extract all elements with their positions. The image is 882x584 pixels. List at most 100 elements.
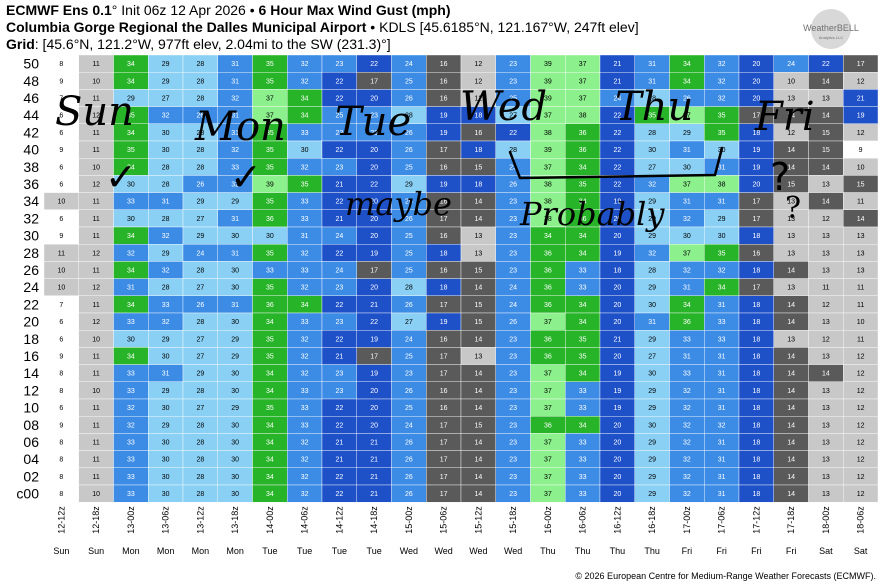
- cell-value: 34: [579, 302, 587, 309]
- cell-value: 14: [822, 371, 830, 378]
- day-label: Thu: [610, 546, 626, 556]
- cell-value: 28: [196, 440, 204, 447]
- cell-value: 32: [718, 96, 726, 103]
- day-label: Thu: [540, 546, 556, 556]
- question-mark: ?: [770, 155, 790, 199]
- cell-value: 12: [787, 130, 795, 137]
- cell-value: 34: [579, 250, 587, 257]
- cell-value: 23: [509, 164, 517, 171]
- cell-value: 27: [196, 216, 204, 223]
- cell-value: 13: [787, 216, 795, 223]
- cell-value: 26: [405, 96, 413, 103]
- copyright-footer: © 2026 European Centre for Medium-Range …: [575, 571, 876, 581]
- cell-value: 30: [162, 491, 170, 498]
- cell-value: 30: [231, 388, 239, 395]
- cell-value: 25: [509, 96, 517, 103]
- cell-value: 13: [822, 474, 830, 481]
- cell-value: 31: [718, 491, 726, 498]
- cell-value: 27: [405, 319, 413, 326]
- cell-value: 34: [266, 319, 274, 326]
- cell-value: 28: [196, 130, 204, 137]
- day-label: Mon: [122, 546, 140, 556]
- cell-value: 20: [613, 319, 621, 326]
- cell-value: 34: [683, 302, 691, 309]
- cell-value: 23: [335, 130, 343, 137]
- cell-value: 29: [683, 130, 691, 137]
- cell-value: 37: [544, 164, 552, 171]
- cell-value: 23: [509, 474, 517, 481]
- logo-text: WeatherBELL: [803, 23, 859, 33]
- cell-value: 30: [231, 440, 239, 447]
- cell-value: 25: [405, 268, 413, 275]
- cell-value: 35: [266, 405, 274, 412]
- cell-value: 31: [162, 199, 170, 206]
- cell-value: 31: [718, 164, 726, 171]
- cell-value: 11: [92, 61, 99, 68]
- cell-value: 29: [231, 354, 239, 361]
- cell-value: 13: [822, 182, 830, 189]
- cell-value: 14: [474, 491, 482, 498]
- cell-value: 24: [509, 302, 517, 309]
- cell-value: 32: [683, 216, 691, 223]
- cell-value: 22: [613, 182, 621, 189]
- cell-value: 11: [857, 199, 864, 206]
- cell-value: 10: [57, 199, 65, 206]
- cell-value: 19: [752, 147, 760, 154]
- cell-value: 22: [335, 491, 343, 498]
- cell-value: 37: [579, 78, 587, 85]
- cell-value: 26: [405, 474, 413, 481]
- cell-value: 14: [474, 216, 482, 223]
- cell-value: 25: [335, 113, 343, 120]
- cell-value: 15: [474, 268, 482, 275]
- cell-value: 17: [440, 457, 448, 464]
- cell-value: 12: [474, 61, 482, 68]
- cell-value: 32: [301, 491, 309, 498]
- cell-value: 37: [544, 371, 552, 378]
- cell-value: 23: [509, 422, 517, 429]
- cell-value: 9: [59, 233, 63, 240]
- cell-value: 29: [648, 233, 656, 240]
- cell-value: 35: [266, 199, 274, 206]
- cell-value: 12: [857, 130, 865, 137]
- cell-value: 21: [370, 302, 378, 309]
- cell-value: 12: [92, 285, 100, 292]
- cell-value: 33: [579, 457, 587, 464]
- cell-value: 18: [752, 354, 760, 361]
- cell-value: 32: [301, 285, 309, 292]
- cell-value: 13: [822, 319, 830, 326]
- cell-value: 13: [822, 268, 830, 275]
- cell-value: 34: [683, 78, 691, 85]
- cell-value: 28: [648, 96, 656, 103]
- cell-value: 35: [127, 147, 135, 154]
- cell-value: 32: [301, 457, 309, 464]
- cell-value: 22: [335, 78, 343, 85]
- cell-value: 28: [162, 216, 170, 223]
- cell-value: 21: [613, 78, 621, 85]
- x-tick-label: 12-12z: [56, 506, 66, 534]
- day-label: Mon: [192, 546, 210, 556]
- cell-value: 32: [231, 182, 239, 189]
- cell-value: 15: [474, 164, 482, 171]
- x-tick-label: 13-18z: [230, 506, 240, 534]
- cell-value: 20: [613, 440, 621, 447]
- cell-value: 19: [613, 199, 621, 206]
- cell-value: 14: [822, 113, 830, 120]
- cell-value: 22: [335, 199, 343, 206]
- cell-value: 29: [648, 491, 656, 498]
- probably-bracket: [508, 146, 724, 180]
- x-tick-label: 15-06z: [439, 506, 449, 534]
- cell-value: 16: [440, 61, 448, 68]
- cell-value: 23: [335, 164, 343, 171]
- cell-value: 16: [440, 78, 448, 85]
- x-tick-label: 17-18z: [786, 506, 796, 534]
- cell-value: 12: [474, 96, 482, 103]
- cell-value: 19: [613, 371, 621, 378]
- y-tick-label: 44: [23, 107, 39, 123]
- cell-value: 35: [266, 130, 274, 137]
- cell-value: 21: [370, 440, 378, 447]
- cell-value: 20: [370, 422, 378, 429]
- cell-value: 16: [440, 233, 448, 240]
- checkmark-icon: ✓: [105, 155, 137, 199]
- cell-value: 29: [162, 250, 170, 257]
- cell-value: 31: [683, 354, 691, 361]
